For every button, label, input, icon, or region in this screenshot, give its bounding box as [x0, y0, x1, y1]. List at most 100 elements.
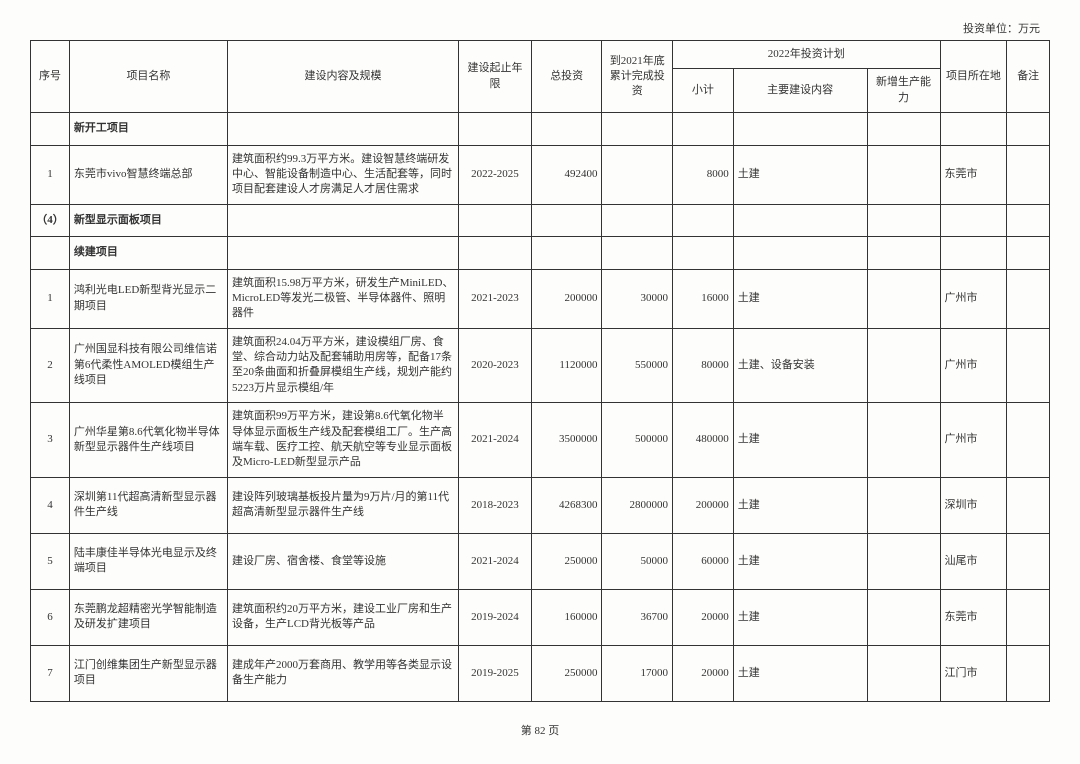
cell-note: [1007, 145, 1050, 204]
section-continue: 续建项目: [31, 237, 1050, 269]
cell-name: 东莞市vivo智慧终端总部: [69, 145, 227, 204]
cell-loc: 东莞市: [940, 589, 1007, 645]
cell-cum: 2800000: [602, 477, 673, 533]
cell-period: 2020-2023: [458, 328, 531, 403]
cell-cum: 36700: [602, 589, 673, 645]
th-period: 建设起止年限: [458, 41, 531, 113]
cell-cum: 30000: [602, 269, 673, 328]
cell-build: 土建: [733, 269, 867, 328]
cell-name: 深圳第11代超高清新型显示器件生产线: [69, 477, 227, 533]
table-row: 1 鸿利光电LED新型背光显示二期项目 建筑面积15.98万平方米，研发生产Mi…: [31, 269, 1050, 328]
cell-content: 建筑面积99万平方米，建设第8.6代氧化物半导体显示面板生产线及配套模组工厂。生…: [227, 403, 458, 478]
cell-period: 2019-2024: [458, 589, 531, 645]
cell-note: [1007, 533, 1050, 589]
th-new-capacity: 新增生产能力: [867, 69, 940, 113]
cell-seq: 1: [31, 269, 70, 328]
cell-build: 土建: [733, 403, 867, 478]
page-number: 第 82 页: [30, 722, 1050, 738]
cell-sub: 16000: [672, 269, 733, 328]
cell-period: 2022-2025: [458, 145, 531, 204]
cell-period: 2021-2023: [458, 269, 531, 328]
cell-loc: 汕尾市: [940, 533, 1007, 589]
cell-period: 2019-2025: [458, 645, 531, 701]
cell-note: [1007, 589, 1050, 645]
cell-build: 土建: [733, 645, 867, 701]
cell-seq: 6: [31, 589, 70, 645]
cell-cap: [867, 477, 940, 533]
cell-total: 250000: [531, 533, 602, 589]
cell-note: [1007, 328, 1050, 403]
table-row: 1 东莞市vivo智慧终端总部 建筑面积约99.3万平方米。建设智慧终端研发中心…: [31, 145, 1050, 204]
cell-cap: [867, 645, 940, 701]
th-total-inv: 总投资: [531, 41, 602, 113]
table-row: 3 广州华星第8.6代氧化物半导体新型显示器件生产线项目 建筑面积99万平方米，…: [31, 403, 1050, 478]
cell-name: 广州国显科技有限公司维信诺第6代柔性AMOLED模组生产线项目: [69, 328, 227, 403]
cell-seq: 5: [31, 533, 70, 589]
th-content-scale: 建设内容及规模: [227, 41, 458, 113]
th-project-name: 项目名称: [69, 41, 227, 113]
cell-build: 土建: [733, 477, 867, 533]
cell-loc: 江门市: [940, 645, 1007, 701]
cell-sub: 20000: [672, 645, 733, 701]
cell-loc: 广州市: [940, 269, 1007, 328]
cell-seq: 2: [31, 328, 70, 403]
cell-sub: 480000: [672, 403, 733, 478]
cell-content: 建设厂房、宿舍楼、食堂等设施: [227, 533, 458, 589]
section-label: 新开工项目: [69, 113, 227, 145]
cell-total: 492400: [531, 145, 602, 204]
cell-content: 建筑面积约99.3万平方米。建设智慧终端研发中心、智能设备制造中心、生活配套等，…: [227, 145, 458, 204]
cat4-prefix: （4）: [31, 204, 70, 236]
cell-build: 土建: [733, 533, 867, 589]
cell-period: 2018-2023: [458, 477, 531, 533]
cell-sub: 20000: [672, 589, 733, 645]
cell-cap: [867, 533, 940, 589]
cell-cum: 500000: [602, 403, 673, 478]
cell-total: 250000: [531, 645, 602, 701]
th-cum-2021: 到2021年底累计完成投资: [602, 41, 673, 113]
header-row-1: 序号 项目名称 建设内容及规模 建设起止年限 总投资 到2021年底累计完成投资…: [31, 41, 1050, 69]
table-row: 6 东莞鹏龙超精密光学智能制造及研发扩建项目 建筑面积约20万平方米，建设工业厂…: [31, 589, 1050, 645]
cell-total: 1120000: [531, 328, 602, 403]
cell-total: 4268300: [531, 477, 602, 533]
th-subtotal: 小计: [672, 69, 733, 113]
th-plan-2022: 2022年投资计划: [672, 41, 940, 69]
cell-name: 东莞鹏龙超精密光学智能制造及研发扩建项目: [69, 589, 227, 645]
cell-note: [1007, 645, 1050, 701]
investment-table: 序号 项目名称 建设内容及规模 建设起止年限 总投资 到2021年底累计完成投资…: [30, 40, 1050, 702]
cell-content: 建筑面积15.98万平方米，研发生产MiniLED、MicroLED等发光二极管…: [227, 269, 458, 328]
cell-cap: [867, 403, 940, 478]
cell-name: 鸿利光电LED新型背光显示二期项目: [69, 269, 227, 328]
cell-note: [1007, 477, 1050, 533]
cell-name: 广州华星第8.6代氧化物半导体新型显示器件生产线项目: [69, 403, 227, 478]
cell-seq: 7: [31, 645, 70, 701]
cell-cum: 50000: [602, 533, 673, 589]
cell-loc: 广州市: [940, 403, 1007, 478]
cell-cum: 17000: [602, 645, 673, 701]
cell-sub: 60000: [672, 533, 733, 589]
cell-note: [1007, 403, 1050, 478]
cell-sub: 80000: [672, 328, 733, 403]
th-location: 项目所在地: [940, 41, 1007, 113]
cell-total: 160000: [531, 589, 602, 645]
section-label: 续建项目: [69, 237, 227, 269]
cell-cum: [602, 145, 673, 204]
th-seq: 序号: [31, 41, 70, 113]
cell-cap: [867, 328, 940, 403]
unit-label: 投资单位：万元: [30, 20, 1050, 36]
cell-cap: [867, 589, 940, 645]
cell-sub: 200000: [672, 477, 733, 533]
cell-note: [1007, 269, 1050, 328]
cell-build: 土建: [733, 145, 867, 204]
section-new-start: 新开工项目: [31, 113, 1050, 145]
table-row: 7 江门创维集团生产新型显示器项目 建成年产2000万套商用、教学用等各类显示设…: [31, 645, 1050, 701]
th-remark: 备注: [1007, 41, 1050, 113]
cell-cap: [867, 269, 940, 328]
section-cat4: （4） 新型显示面板项目: [31, 204, 1050, 236]
cell-content: 建成年产2000万套商用、教学用等各类显示设备生产能力: [227, 645, 458, 701]
cell-loc: 广州市: [940, 328, 1007, 403]
cell-content: 建设阵列玻璃基板投片量为9万片/月的第11代超高清新型显示器件生产线: [227, 477, 458, 533]
table-row: 2 广州国显科技有限公司维信诺第6代柔性AMOLED模组生产线项目 建筑面积24…: [31, 328, 1050, 403]
cell-total: 200000: [531, 269, 602, 328]
cell-loc: 东莞市: [940, 145, 1007, 204]
cell-build: 土建、设备安装: [733, 328, 867, 403]
